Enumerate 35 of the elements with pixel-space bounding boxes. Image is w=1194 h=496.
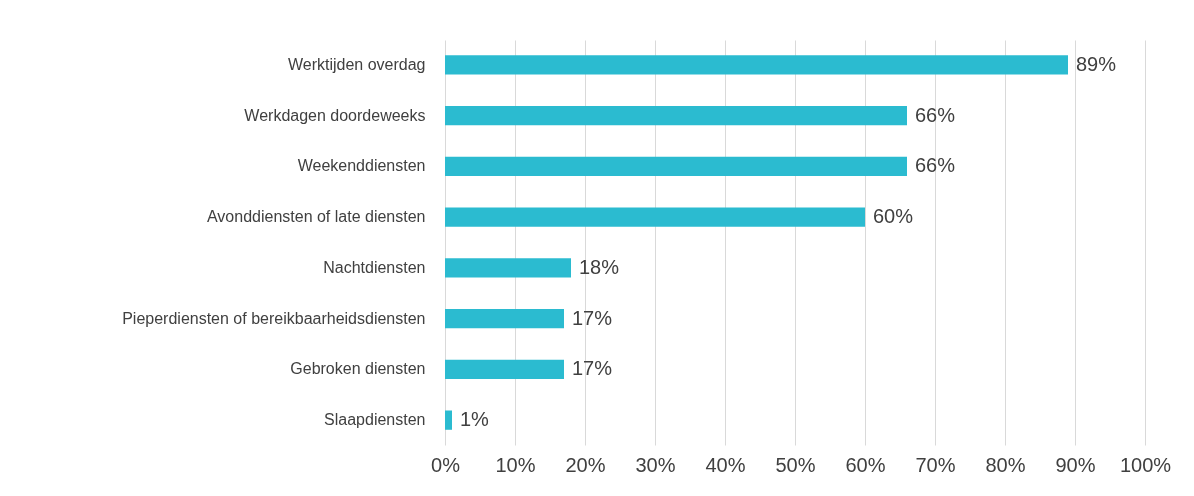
y-tick-label: Avonddiensten of late diensten <box>206 208 426 226</box>
y-tick-label: Slaapdiensten <box>324 411 426 429</box>
data-label: 60% <box>873 205 914 228</box>
data-label: 17% <box>572 306 613 329</box>
bar <box>445 207 865 227</box>
data-label: 66% <box>915 154 956 177</box>
x-tick-label: 30% <box>635 453 676 476</box>
x-tick-label: 10% <box>495 453 536 476</box>
data-label: 66% <box>915 103 956 126</box>
data-label: 17% <box>572 357 613 380</box>
y-tick-label: Werktijden overdag <box>287 55 426 73</box>
y-tick-label: Nachtdiensten <box>323 258 426 276</box>
bar <box>445 258 571 278</box>
data-label: 18% <box>579 255 620 278</box>
x-tick-label: 100% <box>1119 453 1172 476</box>
y-tick-label: Werkdagen doordeweeks <box>244 106 426 124</box>
x-tick-label: 50% <box>775 453 816 476</box>
bar <box>445 410 452 430</box>
y-tick-label: Pieperdiensten of bereikbaarheidsdiensten <box>122 309 426 327</box>
x-tick-label: 40% <box>705 453 746 476</box>
bar <box>445 156 907 177</box>
x-tick-label: 70% <box>915 453 956 476</box>
data-label: 89% <box>1076 52 1117 75</box>
x-tick-label: 90% <box>1055 453 1096 476</box>
y-tick-label: Weekenddiensten <box>297 157 426 175</box>
bar <box>445 55 1068 75</box>
bar <box>445 359 564 380</box>
x-tick-label: 20% <box>565 453 606 476</box>
bar <box>445 308 564 329</box>
x-tick-label: 60% <box>845 453 886 476</box>
x-tick-label: 0% <box>431 453 461 476</box>
data-label: 1% <box>460 408 490 431</box>
x-tick-label: 80% <box>985 453 1026 476</box>
y-tick-label: Gebroken diensten <box>290 360 426 378</box>
bar <box>445 105 907 126</box>
